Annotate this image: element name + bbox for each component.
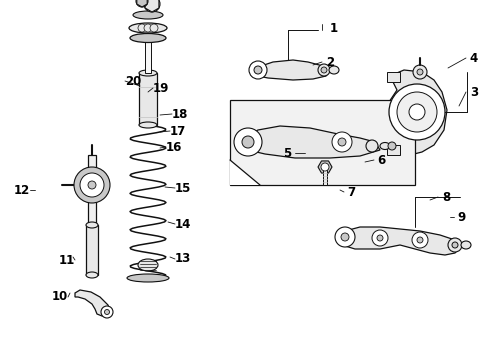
Text: 10: 10 — [52, 291, 68, 303]
Bar — [139, 73, 157, 125]
Ellipse shape — [143, 24, 152, 32]
Ellipse shape — [328, 66, 338, 74]
Circle shape — [411, 232, 427, 248]
Circle shape — [253, 66, 262, 74]
Text: 16: 16 — [165, 140, 182, 153]
Polygon shape — [339, 227, 459, 255]
Ellipse shape — [86, 272, 98, 278]
Ellipse shape — [133, 11, 163, 19]
Circle shape — [101, 306, 113, 318]
Ellipse shape — [139, 122, 157, 128]
Bar — [145, 38, 151, 73]
Bar — [86, 225, 98, 275]
Text: 8: 8 — [441, 190, 449, 203]
Text: 9: 9 — [457, 211, 465, 224]
Circle shape — [234, 128, 262, 156]
Circle shape — [248, 61, 266, 79]
Circle shape — [317, 64, 329, 76]
Circle shape — [88, 181, 96, 189]
Text: 4: 4 — [469, 51, 477, 64]
Text: 18: 18 — [171, 108, 188, 121]
Ellipse shape — [86, 222, 98, 228]
Polygon shape — [242, 126, 379, 158]
Text: 17: 17 — [169, 125, 186, 138]
Circle shape — [80, 173, 104, 197]
Circle shape — [331, 132, 351, 152]
Bar — [323, 167, 326, 185]
Circle shape — [320, 163, 328, 171]
Text: 2: 2 — [325, 55, 333, 68]
Ellipse shape — [129, 23, 167, 33]
Circle shape — [451, 242, 457, 248]
Polygon shape — [75, 290, 110, 316]
Bar — [88, 155, 96, 225]
Circle shape — [136, 0, 148, 7]
Polygon shape — [229, 160, 260, 185]
Bar — [229, 100, 414, 185]
Polygon shape — [386, 72, 399, 82]
Text: 15: 15 — [174, 181, 191, 194]
Text: 5: 5 — [282, 147, 290, 159]
Text: 12: 12 — [14, 184, 30, 197]
Circle shape — [334, 227, 354, 247]
Ellipse shape — [150, 24, 158, 32]
Polygon shape — [145, 0, 159, 12]
Circle shape — [74, 167, 110, 203]
Text: 7: 7 — [346, 185, 354, 198]
Polygon shape — [383, 70, 446, 155]
Ellipse shape — [130, 33, 165, 42]
Text: 1: 1 — [329, 22, 337, 35]
Circle shape — [371, 230, 387, 246]
Ellipse shape — [138, 259, 158, 271]
Ellipse shape — [138, 24, 146, 32]
Circle shape — [376, 235, 382, 241]
Polygon shape — [137, 0, 147, 7]
Circle shape — [340, 233, 348, 241]
Circle shape — [388, 84, 444, 140]
Circle shape — [412, 65, 426, 79]
Circle shape — [447, 238, 461, 252]
Ellipse shape — [460, 241, 470, 249]
Ellipse shape — [139, 70, 157, 76]
Circle shape — [143, 0, 160, 12]
Circle shape — [104, 310, 109, 315]
Polygon shape — [386, 145, 399, 155]
Text: 3: 3 — [469, 86, 477, 99]
Polygon shape — [317, 161, 331, 173]
Circle shape — [365, 140, 377, 152]
Ellipse shape — [127, 274, 169, 282]
Text: 14: 14 — [174, 217, 191, 230]
Circle shape — [320, 67, 326, 73]
Text: 20: 20 — [124, 75, 141, 87]
Text: 11: 11 — [59, 253, 75, 266]
Circle shape — [416, 69, 422, 75]
Ellipse shape — [379, 143, 389, 149]
Text: 6: 6 — [376, 153, 385, 166]
Circle shape — [337, 138, 346, 146]
Circle shape — [242, 136, 253, 148]
Text: 19: 19 — [153, 81, 169, 95]
Circle shape — [408, 104, 424, 120]
Circle shape — [387, 142, 395, 150]
Polygon shape — [252, 60, 329, 80]
Text: 13: 13 — [175, 252, 191, 266]
Circle shape — [416, 237, 422, 243]
Circle shape — [396, 92, 436, 132]
